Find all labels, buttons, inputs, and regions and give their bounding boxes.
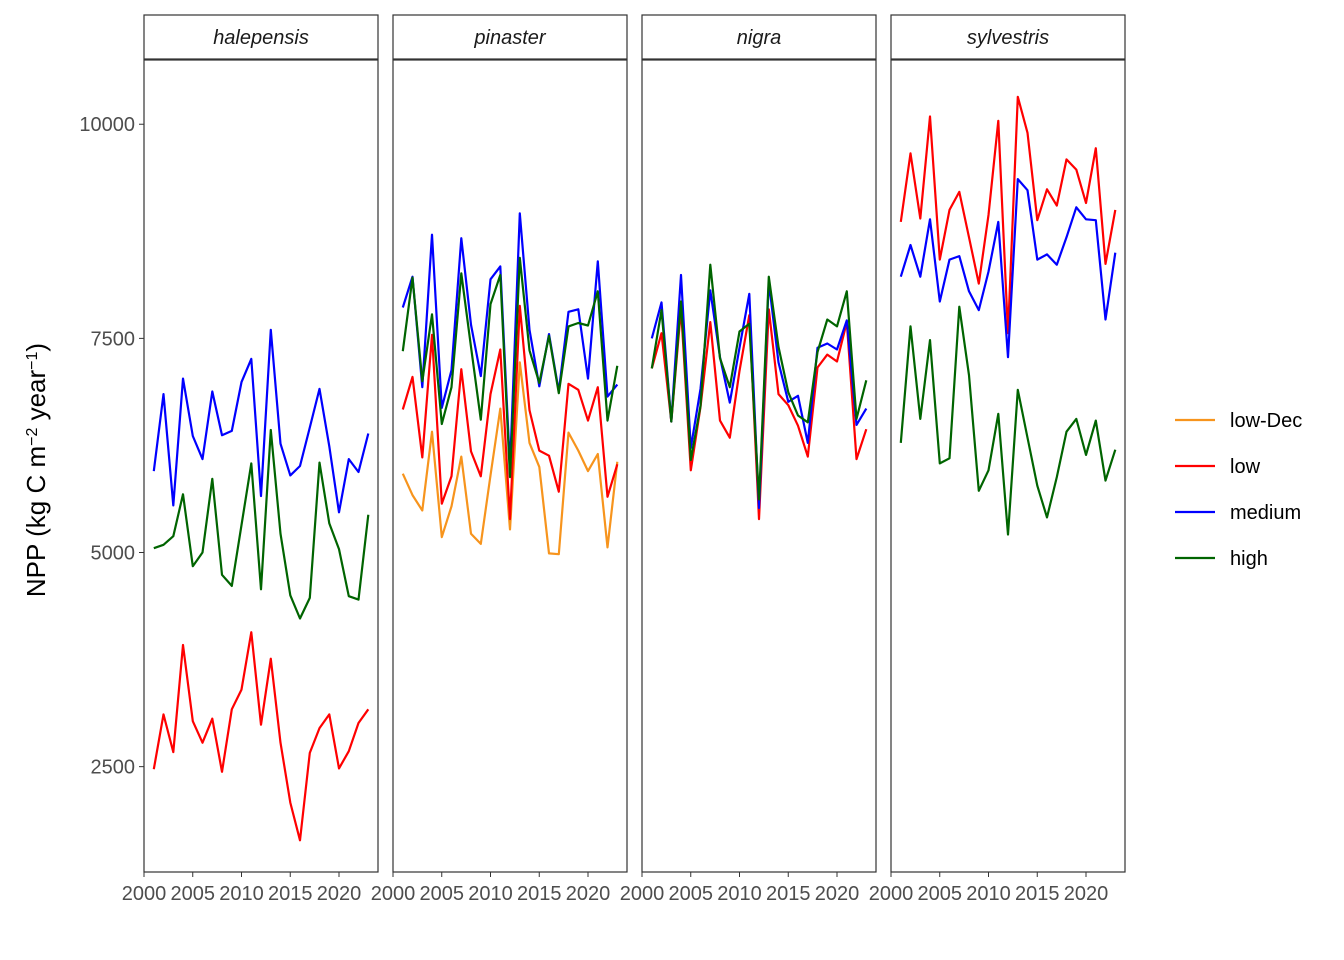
x-tick-label: 2005 — [918, 883, 963, 905]
facet-strip — [890, 14, 1126, 60]
y-axis-title: NPP (kg C m−2 year−1) — [21, 343, 51, 597]
series-line-high — [899, 305, 1117, 536]
series-line-low — [899, 95, 1117, 335]
legend-label: medium — [1230, 502, 1301, 524]
legend-item-low: low — [1175, 456, 1261, 478]
series-line-medium — [899, 178, 1117, 359]
x-tick-label: 2000 — [122, 883, 167, 905]
y-tick-label: 2500 — [91, 757, 136, 779]
facet-panel-sylvestris: sylvestris 2000 2005 2010 2015 2020 — [869, 14, 1126, 905]
panel-border — [890, 59, 1126, 873]
x-tick-label: 2010 — [966, 883, 1011, 905]
x-tick-label: 2010 — [219, 883, 264, 905]
x-tick-label: 2020 — [1064, 883, 1109, 905]
x-tick-label: 2020 — [815, 883, 860, 905]
panel-border — [392, 59, 628, 873]
series-line-high — [401, 256, 619, 479]
legend-item-medium: medium — [1175, 502, 1301, 524]
facet-strip — [392, 14, 628, 60]
x-tick-label: 2015 — [766, 883, 811, 905]
facet-strip-label: pinaster — [473, 27, 546, 49]
legend-label: low-Dec — [1230, 410, 1302, 432]
y-axis: 2500 5000 7500 10000 — [79, 114, 144, 779]
x-tick-label: 2005 — [171, 883, 216, 905]
facet-panel-halepensis: halepensis 2000 2005 2010 2015 2020 — [122, 14, 379, 905]
x-tick-label: 2015 — [517, 883, 562, 905]
legend-label: low — [1230, 456, 1261, 478]
series-line-high — [650, 263, 868, 501]
x-tick-label: 2015 — [268, 883, 313, 905]
series-line-low — [401, 304, 619, 521]
facet-strip — [641, 14, 877, 60]
facet-strip-label: nigra — [737, 27, 781, 49]
series-line-low-Dec — [401, 361, 619, 556]
series-line-low — [152, 631, 370, 842]
panel-border — [143, 59, 379, 873]
facet-strip-label: halepensis — [213, 27, 309, 49]
legend-item-low-Dec: low-Dec — [1175, 410, 1302, 432]
x-tick-label: 2000 — [620, 883, 665, 905]
facet-panel-nigra: nigra 2000 2005 2010 2015 2020 — [620, 14, 877, 905]
x-tick-label: 2005 — [669, 883, 714, 905]
legend-label: high — [1230, 548, 1268, 570]
x-tick-label: 2020 — [317, 883, 362, 905]
x-tick-label: 2015 — [1015, 883, 1060, 905]
x-tick-label: 2010 — [717, 883, 762, 905]
series-line-high — [153, 428, 370, 620]
y-tick-label: 10000 — [79, 114, 135, 136]
y-tick-label: 5000 — [91, 543, 136, 565]
y-tick-label: 7500 — [91, 328, 136, 350]
x-tick-label: 2005 — [420, 883, 465, 905]
legend: low-Dec low medium high — [1175, 410, 1302, 570]
x-tick-label: 2000 — [371, 883, 416, 905]
series-line-medium — [152, 328, 370, 514]
x-tick-label: 2010 — [468, 883, 513, 905]
panel-border — [641, 59, 877, 873]
legend-item-high: high — [1175, 548, 1268, 570]
facet-strip — [143, 14, 379, 60]
x-tick-label: 2000 — [869, 883, 914, 905]
x-tick-label: 2020 — [566, 883, 611, 905]
facet-panel-pinaster: pinaster 2000 2005 2010 2015 2020 — [371, 14, 628, 905]
facet-strip-label: sylvestris — [967, 27, 1049, 49]
